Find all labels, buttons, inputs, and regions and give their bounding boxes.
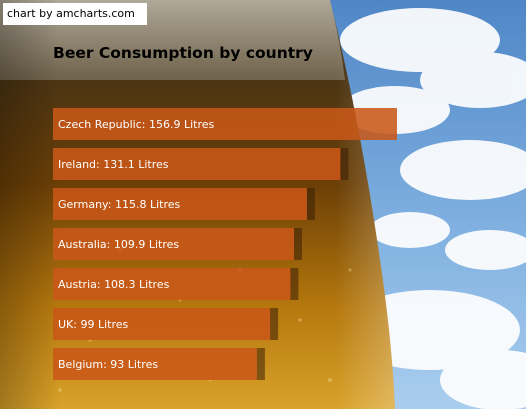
- bar-data-label: UK: 99 Litres: [58, 318, 129, 331]
- bar[interactable]: [53, 308, 271, 340]
- bar[interactable]: [53, 348, 257, 380]
- bar-data-label: Austria: 108.3 Litres: [58, 278, 170, 291]
- bar-data-label: Ireland: 131.1 Litres: [58, 158, 169, 171]
- bar[interactable]: [53, 268, 291, 300]
- bar-data-label: Australia: 109.9 Litres: [58, 238, 179, 251]
- bar[interactable]: [53, 108, 397, 140]
- chart-title: Beer Consumption by country: [53, 44, 313, 62]
- bar[interactable]: [53, 188, 307, 220]
- bar-data-label: Belgium: 93 Litres: [58, 358, 158, 371]
- bar-data-label: Germany: 115.8 Litres: [58, 198, 180, 211]
- bar[interactable]: [53, 148, 341, 180]
- bar-data-label: Czech Republic: 156.9 Litres: [58, 118, 214, 131]
- bar[interactable]: [53, 228, 294, 260]
- amcharts-credit-link[interactable]: chart by amcharts.com: [3, 3, 147, 25]
